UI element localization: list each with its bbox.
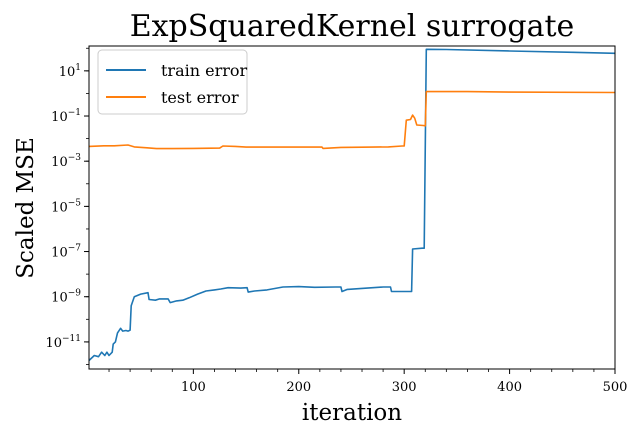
y-tick-label: 10−11 bbox=[45, 334, 81, 351]
x-tick-label: 300 bbox=[392, 380, 417, 395]
chart-title: ExpSquaredKernel surrogate bbox=[130, 9, 575, 44]
legend-label-test-error: test error bbox=[161, 88, 239, 107]
series-line-train-error bbox=[88, 48, 616, 362]
ticks-layer: 100 200 300 400 500 10−11 10−9 10−7 10−5 10−3 10−1… bbox=[45, 47, 628, 395]
y-axis-label: Scaled MSE bbox=[13, 137, 39, 278]
y-tick-label: 10−9 bbox=[51, 289, 81, 306]
y-tick-label: 10−3 bbox=[51, 153, 81, 170]
x-tick-label: 200 bbox=[286, 380, 311, 395]
series-layer bbox=[88, 48, 616, 362]
legend: train error test error bbox=[97, 49, 248, 115]
x-tick-label: 400 bbox=[497, 380, 522, 395]
series-line-test-error bbox=[88, 90, 616, 150]
x-tick-label: 100 bbox=[181, 380, 206, 395]
x-tick-label: 500 bbox=[603, 380, 628, 395]
x-axis-label: iteration bbox=[302, 400, 402, 426]
y-tick-label: 10−7 bbox=[51, 244, 81, 261]
y-tick-label: 10−1 bbox=[51, 108, 81, 125]
plot-frame bbox=[88, 45, 616, 370]
y-tick-label: 10−5 bbox=[51, 198, 81, 215]
legend-label-train-error: train error bbox=[161, 61, 248, 80]
y-tick-label: 101 bbox=[59, 63, 81, 80]
